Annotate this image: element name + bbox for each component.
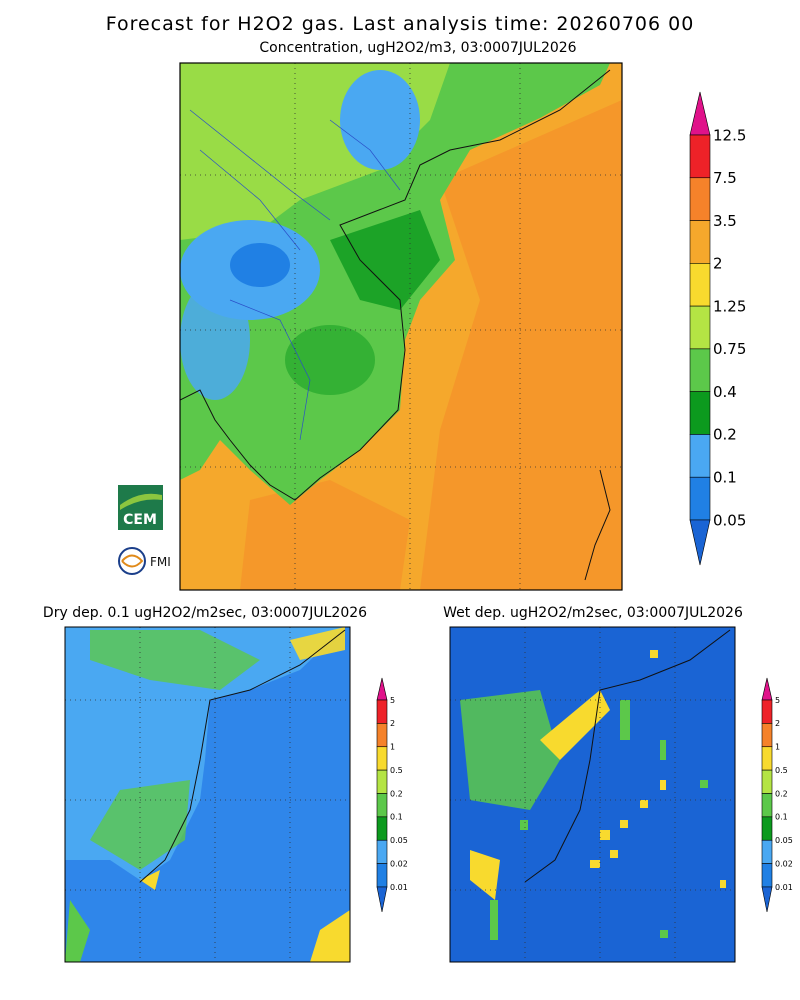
colorbar-segment: [376, 793, 388, 818]
colorbar-segment: [689, 263, 711, 307]
colorbar-segment: [689, 220, 711, 264]
colorbar-segment: [761, 769, 773, 794]
colorbar-segment: [689, 177, 711, 221]
colorbar-label: 0.5: [775, 766, 788, 775]
colorbar-label: 0.2: [775, 789, 788, 798]
colorbar-segment: [376, 863, 388, 888]
dry-map: [64, 626, 351, 963]
colorbar-segment: [689, 434, 711, 478]
colorbar-label: 0.01: [390, 883, 408, 892]
cem-text: CEM: [123, 512, 157, 528]
colorbar-label: 0.5: [390, 766, 403, 775]
colorbar-label: 0.75: [713, 340, 746, 358]
colorbar-segment: [761, 816, 773, 841]
colorbar-label: 1: [775, 743, 780, 752]
colorbar-segment: [761, 699, 773, 724]
colorbar-segment: [689, 391, 711, 435]
fmi-logo: FMI: [118, 547, 171, 575]
colorbar-label: 5: [390, 696, 395, 705]
colorbar-label: 0.1: [713, 468, 737, 486]
colorbar-label: 0.05: [390, 836, 408, 845]
colorbar-label: 12.5: [713, 126, 746, 144]
colorbar-segment: [376, 839, 388, 864]
colorbar-top-arrow: [376, 677, 388, 701]
colorbar-label: 1: [390, 743, 395, 752]
colorbar-segment: [376, 723, 388, 748]
colorbar-label: 7.5: [713, 169, 737, 187]
wet-map: [449, 626, 736, 963]
colorbar-label: 0.4: [713, 383, 737, 401]
colorbar-segment: [761, 723, 773, 748]
colorbar-segment: [761, 863, 773, 888]
colorbar-top-arrow: [761, 677, 773, 701]
colorbar-label: 1.25: [713, 297, 746, 315]
colorbar-label: 0.02: [775, 859, 793, 868]
colorbar-segment: [689, 476, 711, 521]
colorbar-label: 5: [775, 696, 780, 705]
colorbar-label: 2: [390, 719, 395, 728]
colorbar-top-arrow: [689, 91, 711, 136]
cem-logo: CEM: [118, 485, 163, 530]
colorbar-segment: [761, 746, 773, 771]
colorbar-segment: [376, 816, 388, 841]
colorbar-segment: [761, 793, 773, 818]
colorbar-segment: [376, 699, 388, 724]
wet-subtitle: Wet dep. ugH2O2/m2sec, 03:0007JUL2026: [443, 605, 743, 621]
colorbar-segment: [689, 134, 711, 179]
colorbar-label: 0.02: [390, 859, 408, 868]
colorbar-bottom-arrow: [376, 886, 388, 913]
colorbar-segment: [376, 769, 388, 794]
colorbar-label: 2: [775, 719, 780, 728]
colorbar-label: 0.05: [713, 511, 746, 529]
colorbar-segment: [689, 305, 711, 350]
colorbar-bottom-arrow: [761, 886, 773, 913]
colorbar-bottom-arrow: [689, 519, 711, 566]
colorbar-segment: [761, 839, 773, 864]
colorbar-label: 2: [713, 255, 723, 273]
main-map: [179, 62, 623, 591]
colorbar-label: 0.2: [390, 789, 403, 798]
colorbar-label: 3.5: [713, 212, 737, 230]
colorbar-segment: [689, 348, 711, 392]
colorbar-label: 0.1: [390, 813, 403, 822]
colorbar-label: 0.2: [713, 426, 737, 444]
colorbar-label: 0.05: [775, 836, 793, 845]
dry-subtitle: Dry dep. 0.1 ugH2O2/m2sec, 03:0007JUL202…: [43, 605, 367, 621]
colorbar-label: 0.1: [775, 813, 788, 822]
main-subtitle: Concentration, ugH2O2/m3, 03:0007JUL2026: [259, 40, 576, 56]
colorbar-segment: [376, 746, 388, 771]
fmi-text: FMI: [150, 555, 171, 569]
colorbar-label: 0.01: [775, 883, 793, 892]
page-title: Forecast for H2O2 gas. Last analysis tim…: [106, 13, 695, 35]
